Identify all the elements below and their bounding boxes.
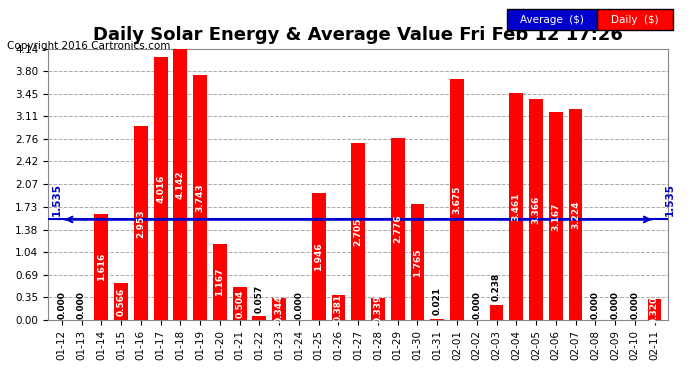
Bar xyxy=(371,298,385,320)
Text: 0.000: 0.000 xyxy=(631,291,640,319)
Bar xyxy=(648,299,662,320)
Text: 0.000: 0.000 xyxy=(472,291,481,319)
Text: 3.224: 3.224 xyxy=(571,200,580,229)
Text: 3.675: 3.675 xyxy=(453,185,462,214)
Bar xyxy=(273,298,286,320)
Text: 0.000: 0.000 xyxy=(611,291,620,319)
Bar xyxy=(529,99,543,320)
Bar xyxy=(233,287,246,320)
Bar xyxy=(509,93,523,320)
Text: 0.381: 0.381 xyxy=(334,294,343,322)
Bar xyxy=(114,283,128,320)
Bar xyxy=(173,48,187,320)
Text: 3.167: 3.167 xyxy=(551,202,560,231)
Bar xyxy=(154,57,168,320)
Text: 0.320: 0.320 xyxy=(650,296,659,324)
Text: 0.339: 0.339 xyxy=(373,295,382,323)
Bar xyxy=(134,126,148,320)
Text: 1.946: 1.946 xyxy=(314,242,323,271)
Text: 3.366: 3.366 xyxy=(531,196,540,224)
Text: 1.765: 1.765 xyxy=(413,248,422,276)
Text: 1.167: 1.167 xyxy=(215,268,224,296)
Text: 1.535: 1.535 xyxy=(52,183,62,216)
Text: 0.000: 0.000 xyxy=(77,291,86,319)
Bar xyxy=(490,304,504,320)
Text: 0.344: 0.344 xyxy=(275,295,284,323)
Title: Daily Solar Energy & Average Value Fri Feb 12 17:26: Daily Solar Energy & Average Value Fri F… xyxy=(93,26,623,44)
Bar xyxy=(253,316,266,320)
Text: 0.000: 0.000 xyxy=(591,291,600,319)
Text: Copyright 2016 Cartronics.com: Copyright 2016 Cartronics.com xyxy=(7,41,170,51)
Text: 0.000: 0.000 xyxy=(295,291,304,319)
Bar xyxy=(213,244,227,320)
Text: 0.000: 0.000 xyxy=(57,291,66,319)
Text: Average  ($): Average ($) xyxy=(520,15,584,25)
Text: 0.566: 0.566 xyxy=(117,288,126,316)
Bar xyxy=(411,204,424,320)
Bar xyxy=(351,143,365,320)
Bar xyxy=(549,112,563,320)
Bar xyxy=(312,192,326,320)
Text: 0.238: 0.238 xyxy=(492,273,501,301)
Bar xyxy=(331,295,346,320)
Text: 2.705: 2.705 xyxy=(354,217,363,246)
Bar xyxy=(569,109,582,320)
Bar xyxy=(450,79,464,320)
Text: 3.743: 3.743 xyxy=(196,183,205,212)
Bar xyxy=(193,75,207,320)
Text: 4.016: 4.016 xyxy=(156,174,165,202)
Text: 0.057: 0.057 xyxy=(255,285,264,313)
Text: 3.461: 3.461 xyxy=(512,192,521,221)
Text: 0.504: 0.504 xyxy=(235,290,244,318)
Text: Daily  ($): Daily ($) xyxy=(611,15,659,25)
Text: 0.021: 0.021 xyxy=(433,287,442,315)
Text: 4.142: 4.142 xyxy=(176,170,185,199)
Bar xyxy=(391,138,404,320)
Text: 1.535: 1.535 xyxy=(664,183,674,216)
Bar xyxy=(95,214,108,320)
Text: 2.776: 2.776 xyxy=(393,215,402,243)
Text: 1.616: 1.616 xyxy=(97,253,106,281)
Text: 2.953: 2.953 xyxy=(137,209,146,237)
Bar xyxy=(431,319,444,320)
